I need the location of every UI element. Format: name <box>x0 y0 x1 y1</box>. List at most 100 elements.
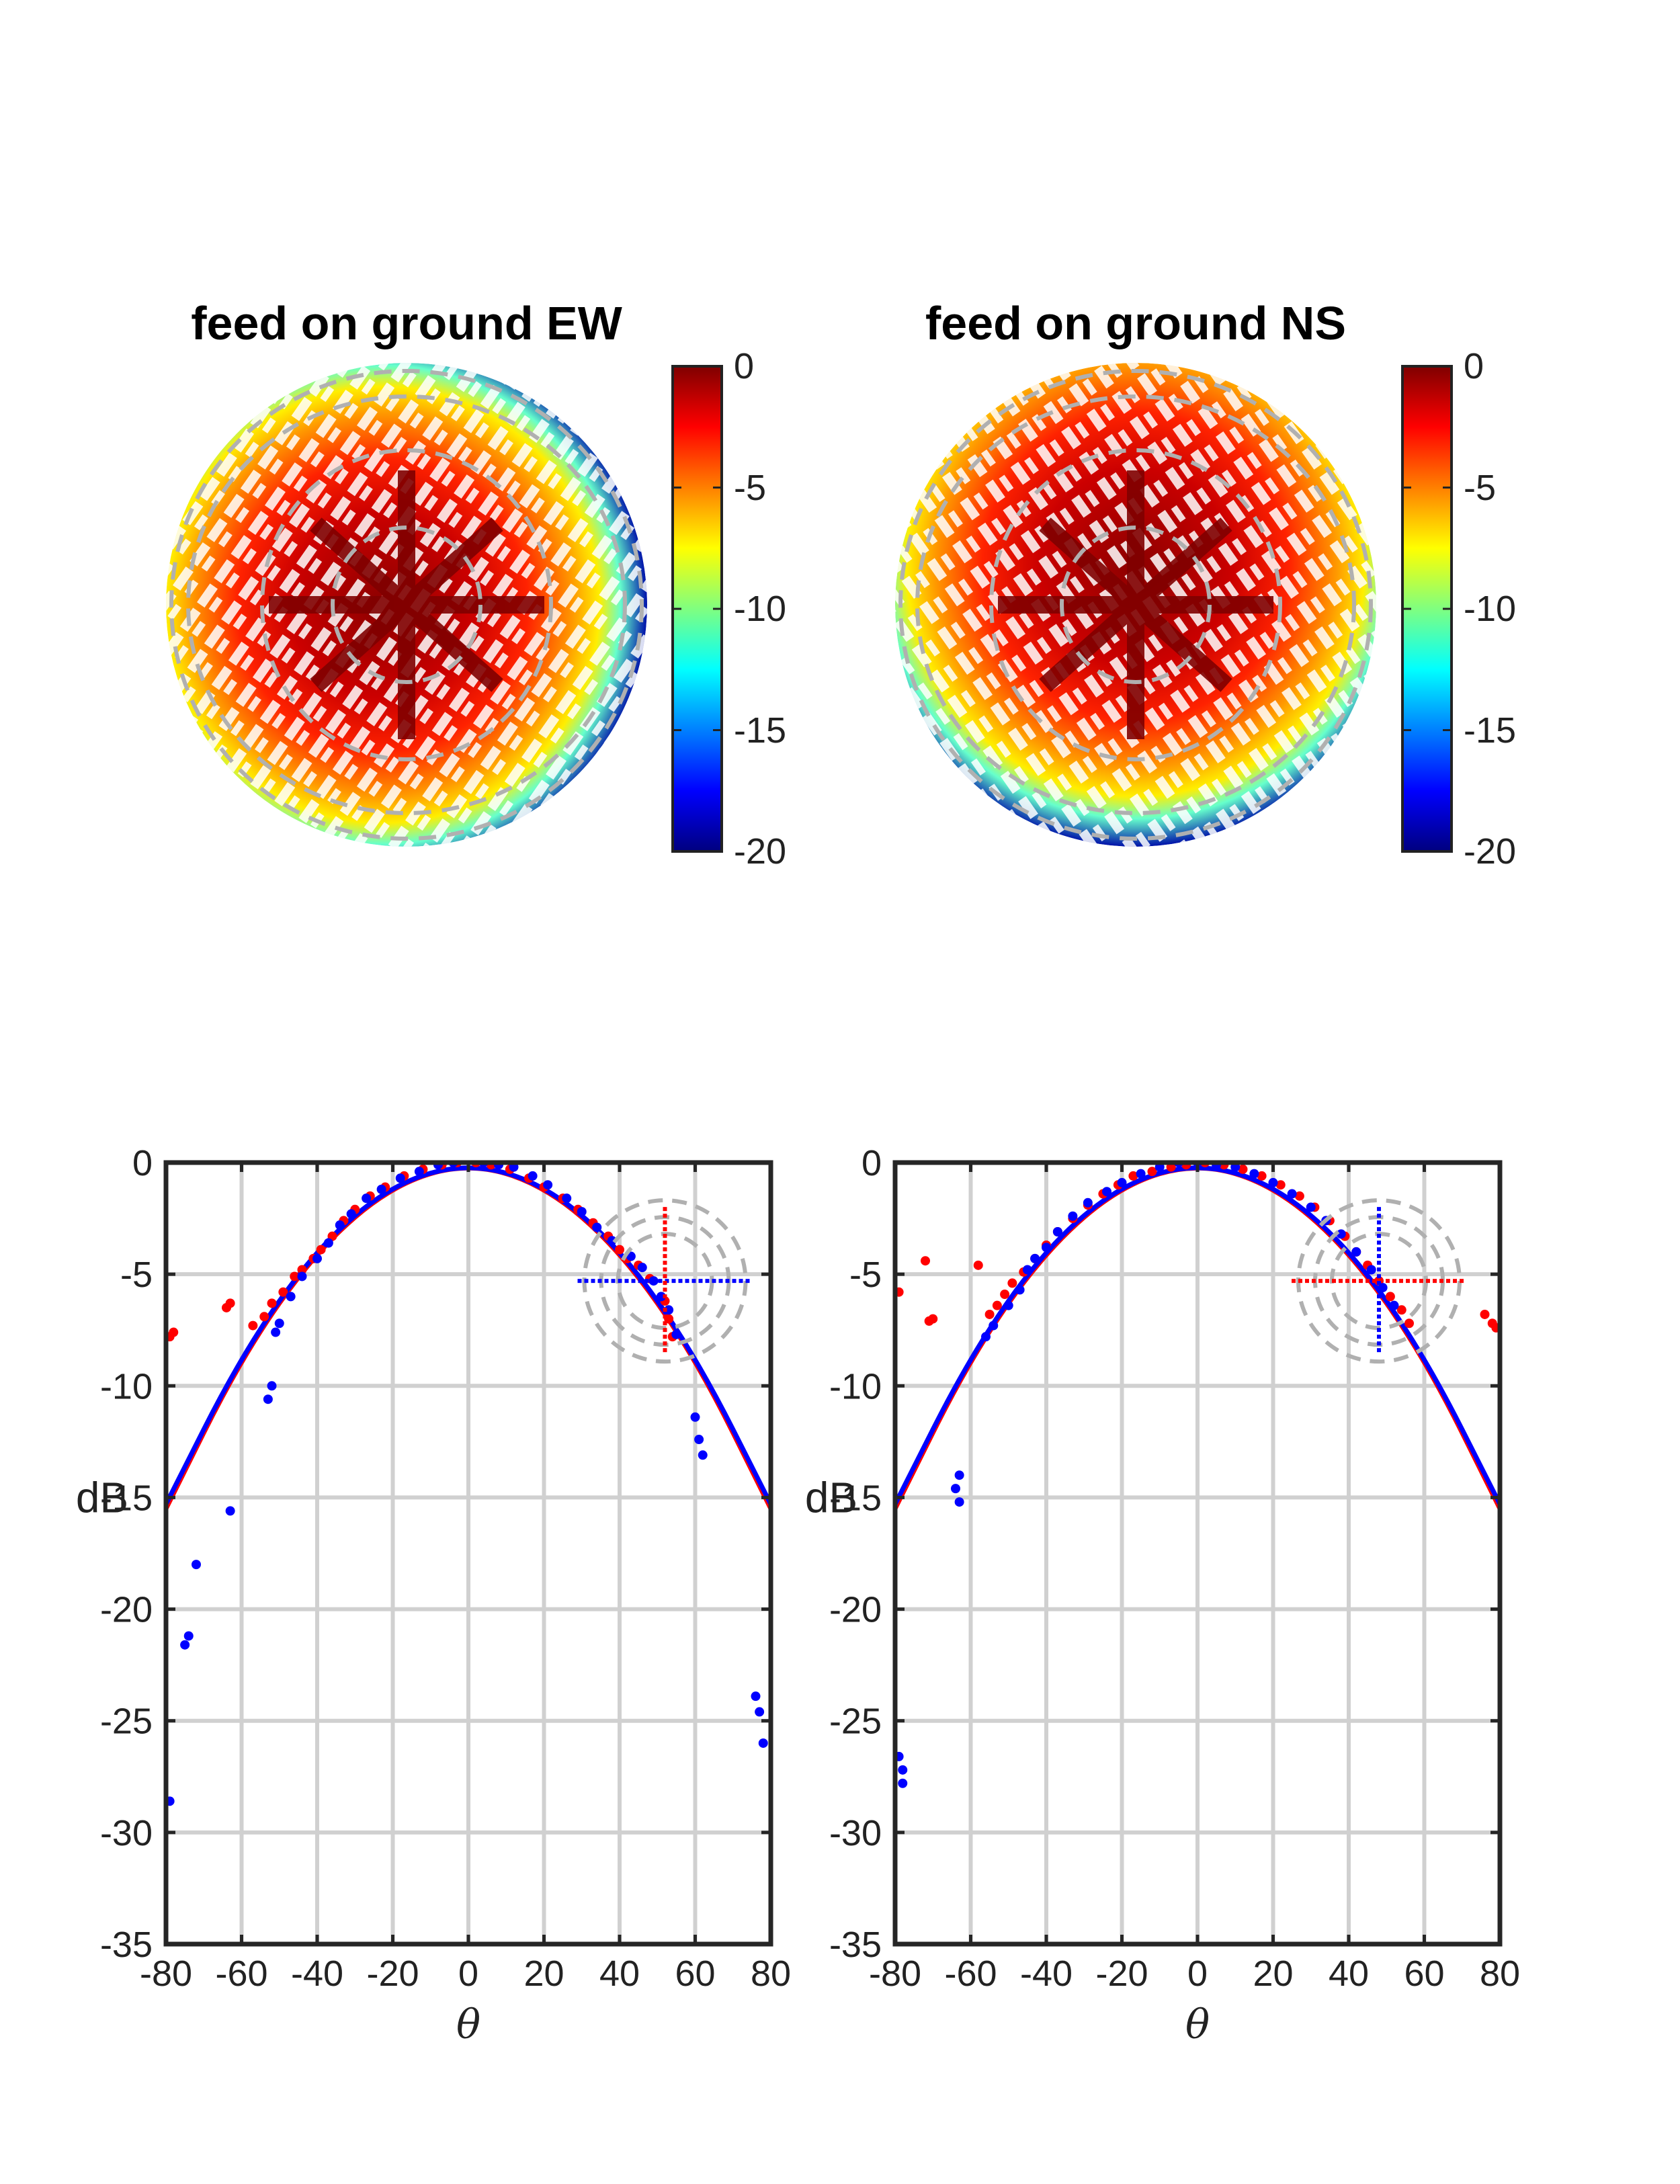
y-tick-label: -5 <box>120 1255 153 1295</box>
data-point <box>183 1631 194 1641</box>
heatmap-ew-disk <box>166 363 647 847</box>
data-point <box>981 1332 991 1342</box>
data-point <box>992 1300 1002 1310</box>
data-point <box>562 1193 572 1204</box>
colorbar-ew-tick: -10 <box>734 589 786 629</box>
data-point <box>1249 1169 1259 1179</box>
y-tick-label: -25 <box>100 1702 153 1742</box>
data-point <box>1083 1198 1093 1208</box>
x-axis-label: θ <box>456 2001 480 2048</box>
colorbar-ew-tick: 0 <box>734 346 754 386</box>
data-point <box>1015 1285 1025 1295</box>
x-tick-label: 40 <box>599 1954 640 1994</box>
x-tick-label: -80 <box>869 1954 921 1994</box>
data-point <box>637 1263 647 1273</box>
colorbar-ns-tick: 0 <box>1464 346 1484 386</box>
colorbar-ns-tick: -10 <box>1464 589 1516 629</box>
x-tick-label: 80 <box>1480 1954 1520 1994</box>
data-point <box>1389 1300 1399 1310</box>
axis-ticks <box>164 1161 773 1946</box>
scatter-ew-panel: -80 -60 -40 -20 0 20 40 60 80 0 -5 -10 -15 -20 -25 -30 -… <box>76 1143 791 2048</box>
data-point <box>297 1271 307 1282</box>
x-tick-label: 20 <box>523 1954 564 1994</box>
data-point <box>259 1312 269 1322</box>
x-tick-label: 20 <box>1253 1954 1293 1994</box>
y-tick-label: -30 <box>100 1813 153 1853</box>
y-tick-label: -15 <box>829 1478 882 1518</box>
data-point <box>1042 1243 1051 1253</box>
x-tick-label: 0 <box>1187 1954 1208 1994</box>
y-tick-label: -20 <box>829 1590 882 1630</box>
data-point <box>671 1329 681 1339</box>
data-point <box>225 1506 235 1516</box>
data-point <box>1291 1146 1300 1156</box>
data-point <box>362 1193 372 1204</box>
colorbar-ns-tick: -20 <box>1464 831 1516 872</box>
heatmap-ew-dashed-rings <box>169 369 644 841</box>
data-point <box>376 1184 386 1194</box>
heatmap-ew-colorbar: 0 -5 -10 -15 -20 <box>671 346 786 872</box>
y-tick-label: -35 <box>829 1925 882 1965</box>
y-tick-label: -35 <box>100 1925 153 1965</box>
y-tick-label: -30 <box>829 1813 882 1853</box>
data-point <box>290 1271 300 1282</box>
data-point <box>1268 1177 1278 1187</box>
data-point <box>263 1394 273 1404</box>
data-point <box>1294 1191 1304 1201</box>
colorbar-ew-tick: -5 <box>734 468 766 508</box>
data-point <box>1147 1167 1157 1177</box>
colorbar-ew-tick: -15 <box>734 710 786 751</box>
heatmap-ns-dashed-rings <box>898 369 1373 841</box>
data-point <box>543 1180 553 1190</box>
data-point <box>1128 1171 1138 1181</box>
x-tick-label: 60 <box>1404 1954 1444 1994</box>
heatmap-ns-disk <box>895 363 1376 847</box>
data-point <box>169 1327 179 1337</box>
colorbar-ns-tick: -5 <box>1464 468 1496 508</box>
data-point <box>1068 1211 1078 1221</box>
data-point <box>1295 1149 1304 1159</box>
data-point <box>316 1245 326 1255</box>
x-tick-label: -20 <box>1095 1954 1148 1994</box>
data-point <box>225 1298 235 1308</box>
x-tick-label: 40 <box>1329 1954 1369 1994</box>
data-point <box>898 1778 908 1788</box>
data-point <box>335 1220 345 1230</box>
y-tick-label: 0 <box>132 1143 153 1183</box>
x-tick-label: -20 <box>366 1954 419 1994</box>
data-point <box>1287 1189 1297 1199</box>
data-point <box>1003 1300 1013 1310</box>
data-point <box>1396 1305 1406 1315</box>
data-point <box>951 1484 960 1494</box>
data-point <box>1022 1265 1032 1275</box>
data-point <box>1000 1290 1010 1300</box>
data-point <box>1117 1177 1127 1187</box>
y-tick-label: -20 <box>100 1590 153 1630</box>
data-point <box>607 1236 617 1246</box>
y-tick-label: -15 <box>100 1478 153 1518</box>
x-tick-label: -80 <box>140 1954 192 1994</box>
data-point <box>1007 1278 1017 1288</box>
x-tick-label: 60 <box>675 1954 715 1994</box>
data-point <box>192 1560 201 1570</box>
data-point <box>592 1222 602 1232</box>
data-point <box>414 1167 424 1177</box>
data-point <box>1275 1180 1286 1190</box>
data-point <box>751 1691 761 1702</box>
data-point <box>297 1265 307 1275</box>
y-axis-label: dB <box>805 1473 857 1521</box>
data-point <box>1306 1202 1316 1212</box>
x-tick-label: -40 <box>1020 1954 1073 1994</box>
data-point <box>694 1435 704 1445</box>
data-point <box>954 1497 964 1507</box>
data-point <box>1336 1229 1346 1239</box>
data-point <box>664 1305 674 1315</box>
heatmap-ns-title: feed on ground NS <box>925 297 1346 349</box>
data-point <box>1404 1318 1414 1329</box>
x-tick-label: 80 <box>751 1954 791 1994</box>
data-point <box>984 1309 995 1319</box>
data-point <box>698 1450 708 1460</box>
data-point <box>755 1707 765 1717</box>
inset-crosshair <box>1292 1198 1466 1364</box>
